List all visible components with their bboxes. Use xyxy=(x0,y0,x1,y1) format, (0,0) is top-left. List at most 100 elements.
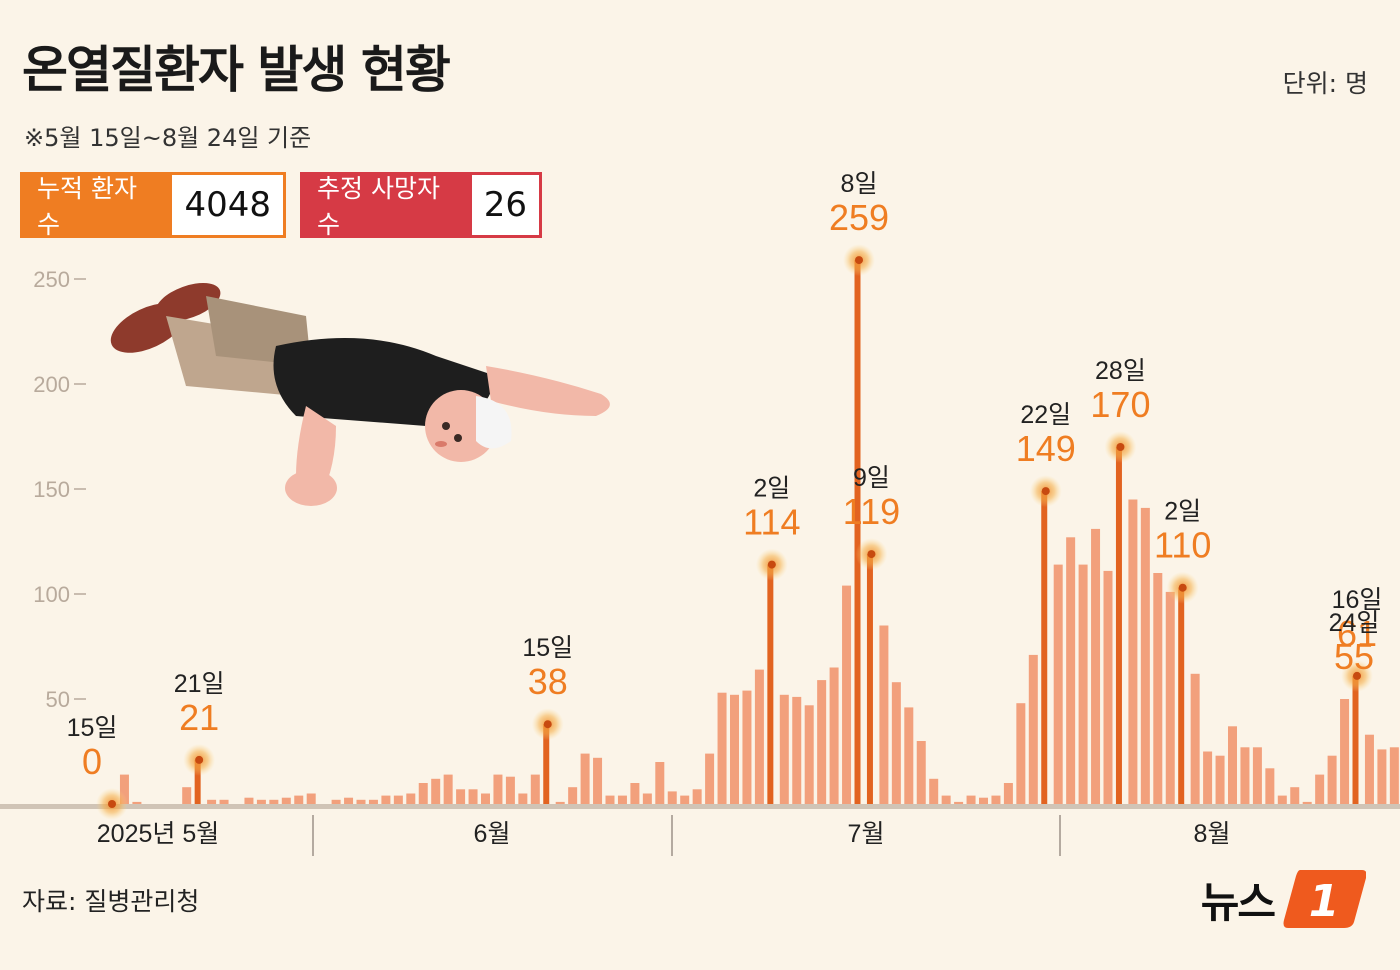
bar xyxy=(979,797,988,804)
logo-mark-icon: 1 xyxy=(1283,870,1366,928)
x-axis-line xyxy=(0,804,1400,809)
data-day-label: 8일 xyxy=(841,170,878,198)
bar xyxy=(817,680,827,804)
y-tick-label: 150 xyxy=(33,477,70,502)
bar xyxy=(1103,570,1113,804)
month-label: 2025년 5월 xyxy=(97,820,219,848)
month-label: 6월 xyxy=(474,820,511,848)
y-tick-label: 100 xyxy=(33,582,70,607)
page-title: 온열질환자 발생 현황 xyxy=(22,41,451,99)
bar xyxy=(443,774,453,804)
bar xyxy=(1302,801,1312,804)
highlight-dot xyxy=(767,560,776,569)
bar xyxy=(1165,591,1175,804)
bar xyxy=(306,793,316,804)
bar xyxy=(431,778,441,804)
bar xyxy=(1240,747,1250,804)
estimated-deaths-box: 추정 사망자수 26 xyxy=(300,172,542,239)
bar xyxy=(1315,774,1325,804)
date-range-note: ※5월 15일~8월 24일 기준 xyxy=(24,124,312,152)
bar xyxy=(493,774,503,804)
bar xyxy=(1003,783,1013,804)
source-note: 자료: 질병관리청 xyxy=(22,887,200,916)
data-value-label: 149 xyxy=(1016,428,1076,469)
highlight-dot xyxy=(195,755,204,764)
data-day-label: 22일 xyxy=(1020,401,1071,429)
bar xyxy=(1364,734,1374,804)
bar xyxy=(132,801,142,804)
y-tick-label: 50 xyxy=(46,687,70,712)
bar xyxy=(530,774,540,804)
bar xyxy=(929,778,939,804)
data-value-label: 61 xyxy=(1337,613,1377,654)
bar xyxy=(1290,787,1300,804)
bar xyxy=(406,793,416,804)
data-value-label: 55 xyxy=(1334,636,1374,677)
bar xyxy=(1277,795,1287,804)
data-day-label: 15일 xyxy=(67,714,118,742)
data-day-label: 16일 xyxy=(1332,586,1383,614)
bar xyxy=(680,795,690,804)
data-value-label: 170 xyxy=(1090,384,1150,425)
bar xyxy=(1265,768,1275,804)
bar xyxy=(393,795,403,804)
cumulative-patients-box: 누적 환자수 4048 xyxy=(20,172,286,239)
bar xyxy=(655,762,665,804)
bar xyxy=(505,776,515,804)
bar xyxy=(1190,673,1200,804)
data-day-label: 28일 xyxy=(1095,357,1146,385)
bar xyxy=(1016,703,1026,804)
bar xyxy=(1352,675,1359,804)
bar xyxy=(767,564,774,804)
highlight-dot xyxy=(543,720,552,729)
data-value-label: 21 xyxy=(179,697,219,738)
highlight-dot xyxy=(1041,487,1050,496)
bar xyxy=(418,783,428,804)
bar xyxy=(1091,528,1101,804)
data-value-label: 0 xyxy=(82,741,102,782)
bar xyxy=(617,795,627,804)
bar xyxy=(779,694,789,804)
bar xyxy=(294,795,304,804)
bar xyxy=(1066,537,1076,804)
bar xyxy=(916,741,926,804)
logo-mark-number: 1 xyxy=(1309,876,1340,927)
bar xyxy=(1215,755,1225,804)
bar xyxy=(1041,491,1048,804)
bar xyxy=(1252,747,1262,804)
bar xyxy=(742,690,752,804)
bar xyxy=(1128,499,1138,804)
bar xyxy=(642,793,652,804)
bar xyxy=(119,774,129,804)
bar xyxy=(1228,726,1237,804)
data-value-label: 119 xyxy=(843,491,900,532)
bar xyxy=(368,799,378,804)
data-day-label: 15일 xyxy=(522,634,573,662)
data-day-label: 24일 xyxy=(1329,609,1380,637)
highlight-dot xyxy=(1353,671,1361,680)
bar xyxy=(1340,699,1350,804)
bar xyxy=(879,625,889,804)
bar xyxy=(194,759,201,804)
bar xyxy=(804,705,814,804)
bar xyxy=(667,791,677,804)
bar xyxy=(854,260,861,805)
bar xyxy=(630,783,640,804)
estimated-deaths-label: 추정 사망자수 xyxy=(303,174,472,239)
bar xyxy=(842,585,852,804)
bar xyxy=(1327,755,1337,804)
bar xyxy=(966,795,976,804)
highlight-dot xyxy=(867,550,876,559)
bar xyxy=(730,694,739,804)
bar xyxy=(381,795,391,804)
bar xyxy=(593,757,603,804)
data-value-label: 259 xyxy=(829,197,889,238)
data-value-label: 38 xyxy=(528,661,568,702)
bar xyxy=(468,789,478,804)
bar xyxy=(1140,507,1150,804)
bar xyxy=(481,793,490,804)
bar xyxy=(692,789,702,804)
bar xyxy=(1053,564,1063,804)
bar xyxy=(281,797,291,804)
data-day-label: 2일 xyxy=(1164,498,1201,526)
